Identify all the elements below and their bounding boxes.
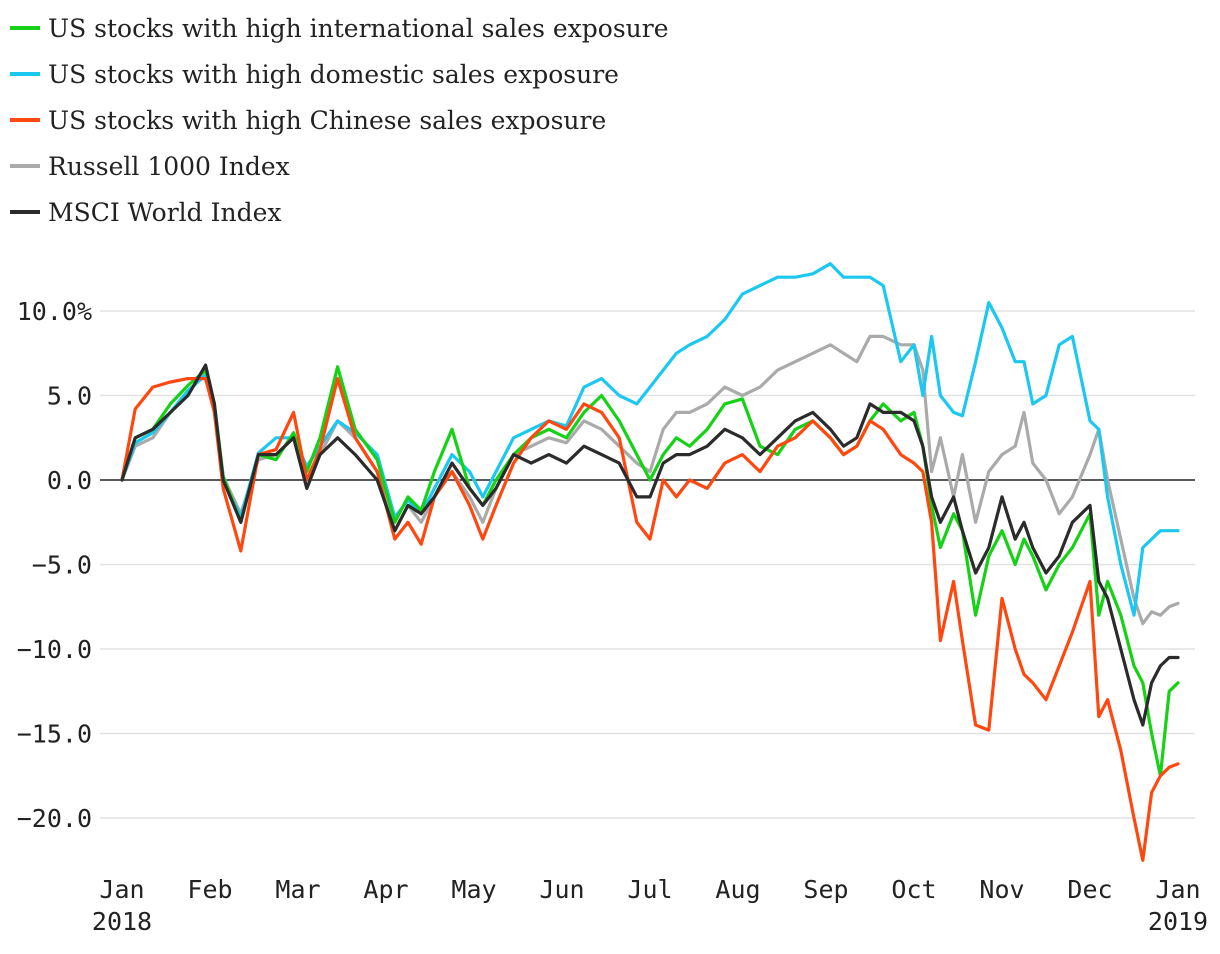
x-tick-label-5: Jun	[539, 875, 584, 904]
x-tick-label-1: Feb	[187, 875, 232, 904]
y-grid	[100, 310, 1195, 819]
x-tick-label-11: Dec	[1067, 875, 1112, 904]
y-tick-label-4: −10.0	[17, 635, 92, 664]
series-line-4	[120, 363, 1180, 727]
x-tick-label-2: Mar	[275, 875, 320, 904]
series-line-2	[120, 377, 1180, 862]
x-tick-label-3: Apr	[363, 875, 408, 904]
x-axis-ticks: Jan 2018 Feb Mar Apr May Jun Jul Aug Sep Oct Nov Dec…	[92, 875, 1208, 936]
y-tick-label-0: 10.0%	[17, 297, 92, 326]
y-tick-label-6: −20.0	[17, 804, 92, 833]
y-tick-label-1: 5.0	[47, 382, 92, 411]
x-tick-label-12: Jan	[1155, 875, 1200, 904]
x-tick-label-9: Oct	[891, 875, 936, 904]
x-tick-label-4: May	[451, 875, 496, 904]
legend-label-2: US stocks with high Chinese sales exposu…	[48, 106, 606, 135]
x-tick-label-6: Jul	[627, 875, 672, 904]
series-line-0	[120, 365, 1180, 778]
legend-label-1: US stocks with high domestic sales expos…	[48, 60, 619, 89]
y-tick-label-2: 0.0	[47, 466, 92, 495]
legend-label-4: MSCI World Index	[48, 198, 282, 227]
y-tick-label-5: −15.0	[17, 720, 92, 749]
legend-label-0: US stocks with high international sales …	[48, 14, 669, 43]
x-tick-label-10: Nov	[979, 875, 1024, 904]
x-tick-year-0: 2018	[92, 907, 152, 936]
x-tick-label-8: Sep	[803, 875, 848, 904]
legend-label-3: Russell 1000 Index	[48, 152, 290, 181]
y-axis-ticks: 10.0% 5.0 0.0 −5.0 −10.0 −15.0 −20.0	[17, 297, 92, 833]
x-tick-year-12: 2019	[1148, 907, 1208, 936]
x-tick-label-7: Aug	[715, 875, 760, 904]
series-lines	[120, 262, 1180, 862]
legend: US stocks with high international sales …	[10, 14, 669, 227]
x-tick-label-0: Jan	[99, 875, 144, 904]
y-tick-label-3: −5.0	[32, 551, 92, 580]
